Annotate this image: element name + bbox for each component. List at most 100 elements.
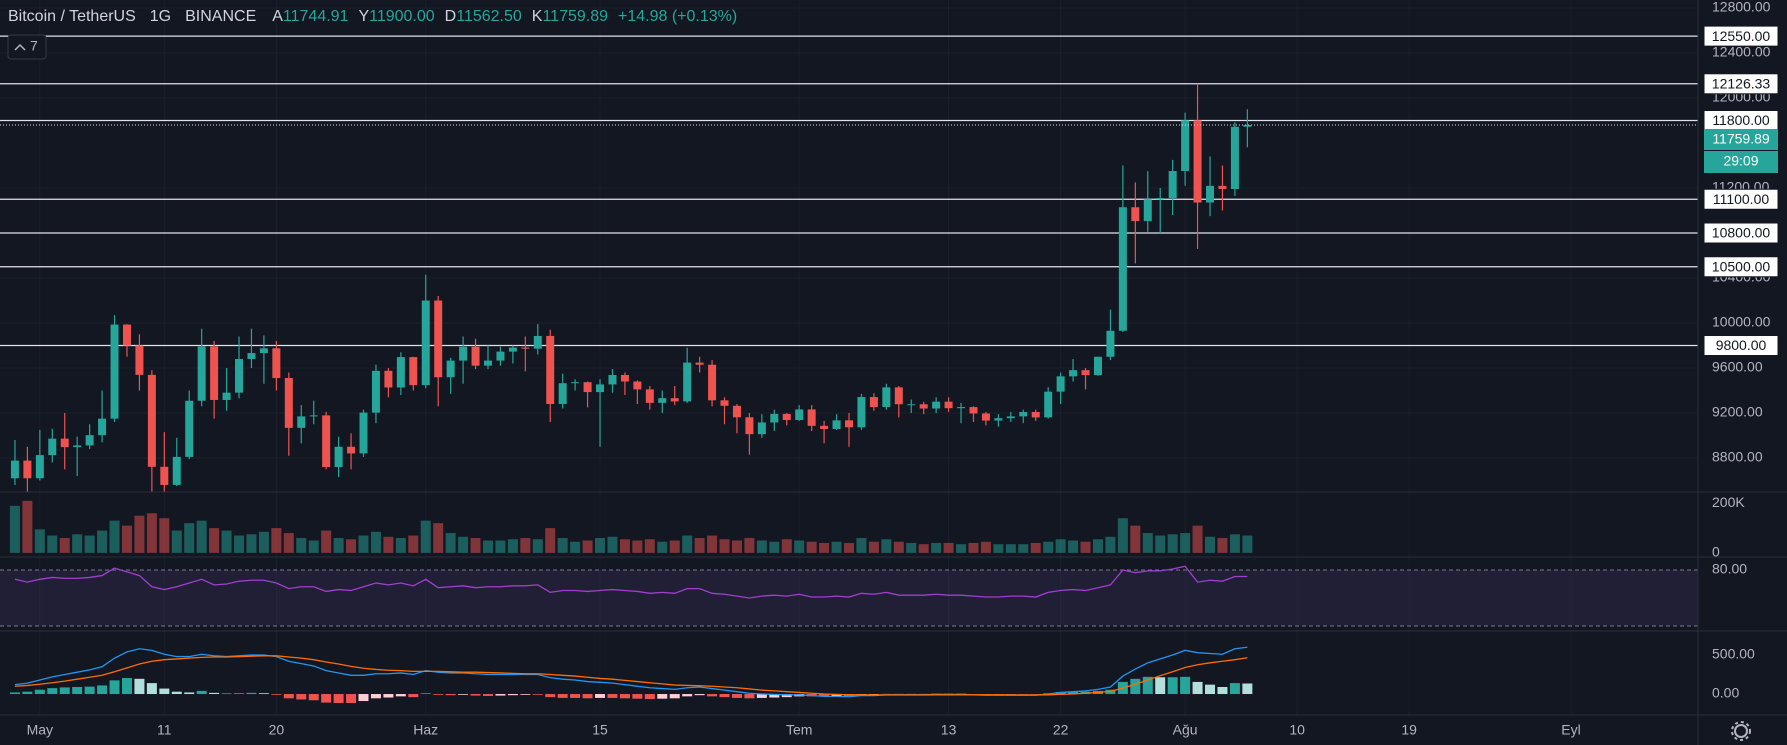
candle-body xyxy=(98,418,107,436)
legend-value: 11900.00 xyxy=(369,8,435,25)
macd-histogram-bar xyxy=(682,694,693,697)
macd-histogram-bar xyxy=(258,693,269,695)
volume-bar xyxy=(358,535,369,553)
volume-bar xyxy=(271,528,282,553)
level-label: 9800.00 xyxy=(1716,337,1767,353)
candle-body xyxy=(994,418,1003,421)
gear-icon[interactable] xyxy=(1734,724,1748,738)
candle-body xyxy=(60,438,69,448)
volume-bar xyxy=(856,538,867,553)
macd-histogram-bar xyxy=(333,694,344,703)
volume-bar xyxy=(582,540,593,553)
macd-histogram-bar xyxy=(744,694,755,699)
level-label: 12550.00 xyxy=(1712,28,1771,44)
volume-bar xyxy=(819,542,830,553)
volume-bar xyxy=(744,538,755,553)
candle-body xyxy=(359,412,368,454)
volume-bar xyxy=(619,539,630,553)
candle-body xyxy=(521,347,530,349)
candle-body xyxy=(197,346,206,401)
volume-bar xyxy=(246,534,257,553)
volume-bar xyxy=(333,538,344,553)
macd-histogram-bar xyxy=(582,694,593,699)
candle-body xyxy=(932,401,941,409)
countdown-tag xyxy=(1704,151,1778,173)
macd-histogram-bar xyxy=(1192,681,1203,695)
volume-bar xyxy=(221,530,232,553)
macd-histogram-bar xyxy=(482,694,493,696)
candle-body xyxy=(832,420,841,429)
settings-button[interactable] xyxy=(1731,721,1751,741)
candle-body xyxy=(1156,198,1165,200)
level-tag xyxy=(1703,25,1779,47)
volume-bar xyxy=(34,529,45,553)
candle-body xyxy=(172,456,181,485)
marks xyxy=(0,35,1698,703)
candle-body xyxy=(620,374,629,382)
volume-tick-label: 0 xyxy=(1712,544,1720,560)
volume-bar xyxy=(470,538,481,553)
legend-label: D xyxy=(445,8,457,25)
volume-bar xyxy=(669,540,680,553)
gear-teeth[interactable] xyxy=(1731,721,1751,741)
candle-body xyxy=(147,374,156,467)
volume-bar xyxy=(283,533,294,553)
volume-bar xyxy=(196,520,207,553)
candle-body xyxy=(235,359,244,393)
candle-body xyxy=(1006,416,1015,419)
candle-body xyxy=(670,398,679,402)
level-label: 12126.33 xyxy=(1712,75,1771,91)
macd-histogram-bar xyxy=(819,694,830,697)
volume-bar xyxy=(495,540,506,553)
macd-histogram-bar xyxy=(433,694,444,695)
header: Bitcoin / TetherUS 1G BINANCE A11744.91 Y119… xyxy=(8,8,737,25)
volume-bar xyxy=(1030,542,1041,553)
volume-bar xyxy=(968,542,979,553)
x-tick-label: Tem xyxy=(786,722,812,738)
macd-histogram-bar xyxy=(134,678,145,695)
macd-histogram-bar xyxy=(595,694,606,698)
level-label: 11800.00 xyxy=(1712,112,1770,128)
volume-bar xyxy=(159,518,170,553)
macd-histogram-bar xyxy=(196,690,207,695)
macd-histogram-bar xyxy=(694,694,705,696)
macd-histogram-bar xyxy=(121,678,132,695)
volume-bar xyxy=(1117,518,1128,553)
volume-bar xyxy=(881,539,892,553)
volume-bar xyxy=(507,539,518,553)
macd-histogram-bar xyxy=(458,694,469,695)
indicators-count[interactable]: 7 xyxy=(30,38,38,54)
legend-label: A xyxy=(272,8,283,25)
volume-bar xyxy=(657,541,668,553)
badge-box[interactable] xyxy=(7,34,47,60)
candle-body xyxy=(508,347,517,352)
candle-body xyxy=(210,346,219,400)
candle-body xyxy=(421,300,430,386)
macd-histogram-bar xyxy=(545,694,556,698)
candle-body xyxy=(1056,376,1065,392)
candle-body xyxy=(708,364,717,401)
candle-body xyxy=(1019,412,1028,417)
candle-body xyxy=(857,397,866,428)
candle-body xyxy=(907,404,916,406)
candle-body xyxy=(384,370,393,388)
x-tick-label: 20 xyxy=(269,722,285,738)
volume-bar xyxy=(1142,533,1153,553)
volume-bar xyxy=(184,523,195,553)
volume-bar xyxy=(520,538,531,553)
volume-bar xyxy=(482,540,493,553)
volume-bar xyxy=(731,540,742,553)
volume-bar xyxy=(831,541,842,553)
chevron-icon[interactable] xyxy=(14,43,26,51)
candle-body xyxy=(10,460,19,479)
candle-body xyxy=(533,335,542,349)
indicators-toggle[interactable]: 7 xyxy=(7,34,47,60)
macd-histogram-bar xyxy=(184,692,195,695)
candle-body xyxy=(1218,185,1227,190)
candle-body xyxy=(770,413,779,423)
legend-value: 11744.91 xyxy=(283,8,349,25)
volume-bar xyxy=(893,541,904,553)
volume-bar xyxy=(1092,539,1103,553)
macd-histogram-bar xyxy=(1155,677,1166,695)
